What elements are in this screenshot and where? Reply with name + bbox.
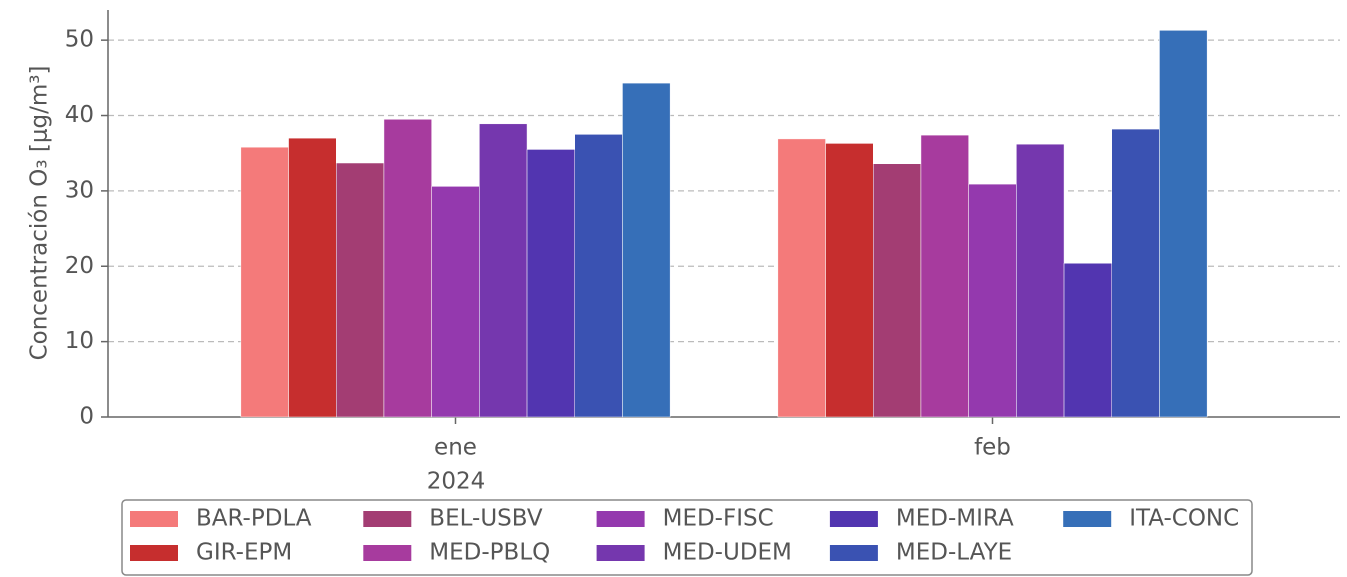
- y-tick-label: 40: [65, 102, 94, 128]
- bar: [288, 137, 337, 418]
- y-tick-label: 10: [65, 328, 94, 354]
- y-tick-label: 0: [79, 404, 94, 430]
- bar: [336, 162, 385, 418]
- bar: [1063, 262, 1113, 418]
- bar: [968, 183, 1017, 418]
- legend-label: MED-LAYE: [896, 540, 1012, 566]
- y-tick-label: 20: [65, 253, 94, 279]
- bar: [622, 82, 671, 418]
- legend-label: MED-PBLQ: [429, 540, 550, 566]
- bar: [825, 143, 874, 418]
- bar: [873, 163, 922, 418]
- bar: [383, 119, 432, 418]
- bar: [1111, 128, 1160, 418]
- legend-swatch: [363, 545, 412, 561]
- bar: [920, 134, 969, 418]
- x-year-label: 2024: [427, 469, 486, 495]
- legend-label: MED-MIRA: [896, 506, 1014, 532]
- bar: [777, 138, 826, 418]
- x-tick-label: feb: [974, 435, 1011, 461]
- legend-swatch: [130, 511, 178, 527]
- bar: [1016, 143, 1065, 418]
- legend-label: BAR-PDLA: [196, 506, 312, 532]
- legend-swatch: [596, 545, 645, 561]
- legend-swatch: [1063, 511, 1112, 527]
- legend-swatch: [363, 511, 412, 527]
- bar: [526, 149, 575, 418]
- bar: [1159, 30, 1208, 418]
- y-tick-label: 50: [65, 27, 94, 53]
- legend-label: MED-FISC: [663, 506, 774, 532]
- legend-label: MED-UDEM: [663, 540, 792, 566]
- bar: [574, 134, 623, 418]
- legend-swatch: [829, 511, 878, 527]
- x-tick-label: ene: [434, 435, 477, 461]
- legend-swatch: [130, 545, 178, 561]
- bar: [431, 186, 480, 418]
- legend-swatch: [596, 511, 645, 527]
- bar: [479, 123, 528, 418]
- legend-swatch: [829, 545, 878, 561]
- y-tick-label: 30: [65, 177, 94, 203]
- legend-label: ITA-CONC: [1129, 506, 1239, 532]
- legend-label: GIR-EPM: [196, 540, 292, 566]
- bar: [240, 146, 289, 418]
- y-axis-label: Concentración O₃ [μg/m³]: [27, 66, 53, 361]
- legend-label: BEL-USBV: [429, 506, 543, 532]
